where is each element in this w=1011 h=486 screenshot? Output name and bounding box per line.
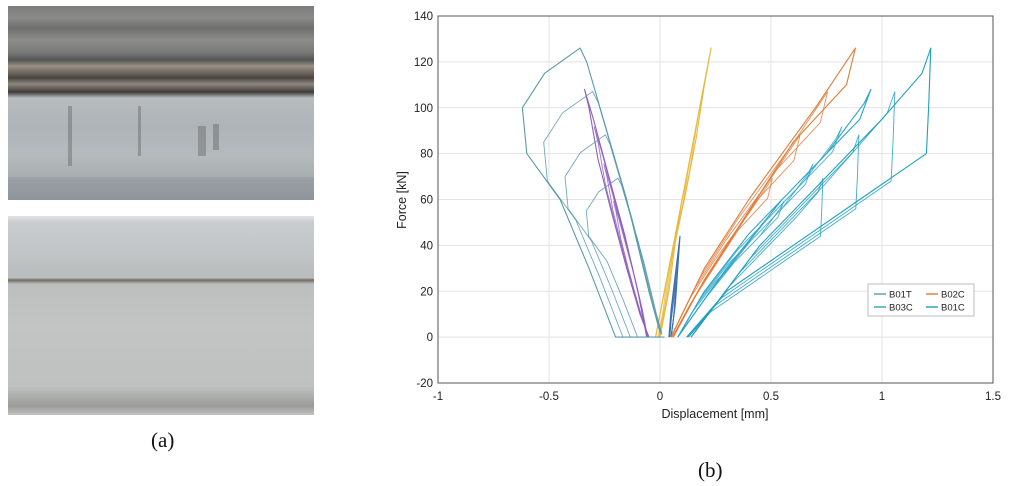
x-tick-label: 0	[657, 391, 663, 403]
x-tick-label: -1	[433, 391, 443, 403]
photo-beam-intact	[8, 216, 314, 415]
axes	[437, 15, 994, 384]
curve-unlabeled-0-loop	[613, 200, 650, 338]
curve-b03c	[677, 88, 872, 338]
y-tick-label: 40	[420, 240, 433, 252]
y-tick-label: 140	[414, 11, 433, 23]
x-tick-label: 1	[879, 391, 885, 403]
y-tick-label: 60	[420, 195, 433, 207]
tick-labels: -1 -0.5 0 0.5 1 1.5 -20 0 20 40 60 80 100 120 140	[414, 11, 1001, 403]
legend-label-b01t: B01T	[889, 290, 912, 301]
curve-unlabeled-1-loop	[655, 178, 687, 338]
curve-b01c-loop	[688, 178, 824, 338]
curve-b01c-loop	[687, 134, 860, 338]
photo-beam-damaged	[8, 6, 314, 200]
x-tick-label: 1.5	[985, 391, 1001, 403]
curve-b02c-loop	[670, 177, 773, 338]
curve-b03c-loop	[677, 200, 785, 338]
curves	[521, 47, 932, 338]
panel-label-a: (a)	[151, 428, 175, 452]
x-axis-title: Displacement [mm]	[662, 407, 769, 421]
curve-b02c-loop	[670, 91, 829, 338]
x-tick-label: 0.5	[763, 391, 779, 403]
legend-box	[867, 283, 975, 317]
legend-label-b03c: B03C	[889, 303, 913, 314]
curve-b03c-loop	[677, 163, 814, 338]
grid	[437, 15, 994, 384]
axes-box	[437, 15, 994, 384]
curve-b01t-loop	[585, 177, 665, 338]
curve-unlabeled-2-loop	[669, 281, 677, 338]
legend-label-b01c: B01C	[941, 303, 965, 314]
curve-b03c-loop	[677, 126, 843, 338]
panel-label-b: (b)	[698, 458, 723, 482]
x-tick-label: -0.5	[539, 391, 559, 403]
y-tick-label: -20	[416, 378, 433, 390]
y-tick-label: 20	[420, 286, 433, 298]
y-tick-label: 0	[427, 332, 433, 344]
y-tick-label: 100	[414, 103, 433, 115]
curve-b01c-loop	[686, 91, 896, 338]
legend: B01T B02C B03C B01C	[867, 283, 975, 317]
y-tick-label: 80	[420, 149, 433, 161]
y-tick-label: 120	[414, 57, 433, 69]
curve-b01c	[686, 47, 932, 338]
y-axis-title: Force [kN]	[395, 171, 409, 229]
legend-label-b02c: B02C	[941, 290, 965, 301]
